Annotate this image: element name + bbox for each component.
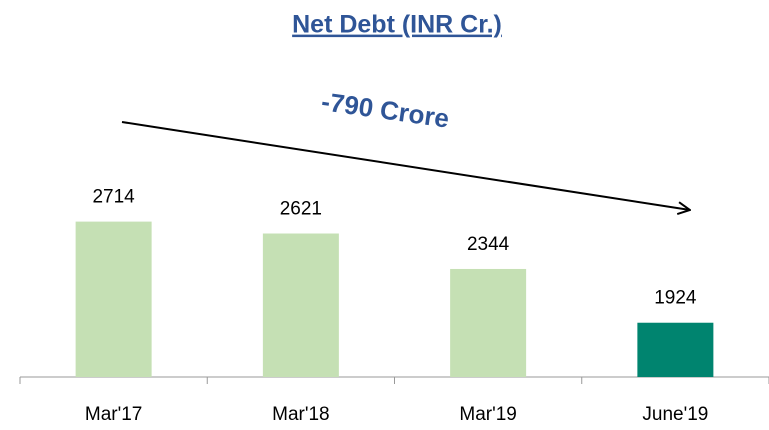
data-label: 2621 xyxy=(280,199,322,220)
bar xyxy=(75,221,152,377)
x-tick-label: Mar'18 xyxy=(272,404,329,425)
x-tick-label: June'19 xyxy=(642,404,708,425)
x-tick-label: Mar'19 xyxy=(459,404,516,425)
data-label: 2714 xyxy=(92,187,135,208)
bar xyxy=(262,233,339,377)
data-label: 1924 xyxy=(654,288,697,309)
data-label: 2344 xyxy=(467,234,510,255)
trend-arrow xyxy=(121,121,690,210)
x-tick-label: Mar'17 xyxy=(85,404,142,425)
bar xyxy=(637,322,714,377)
annotation: -790 Crore xyxy=(320,86,452,134)
chart-title: Net Debt (INR Cr.) xyxy=(292,11,502,39)
bar xyxy=(450,268,527,377)
